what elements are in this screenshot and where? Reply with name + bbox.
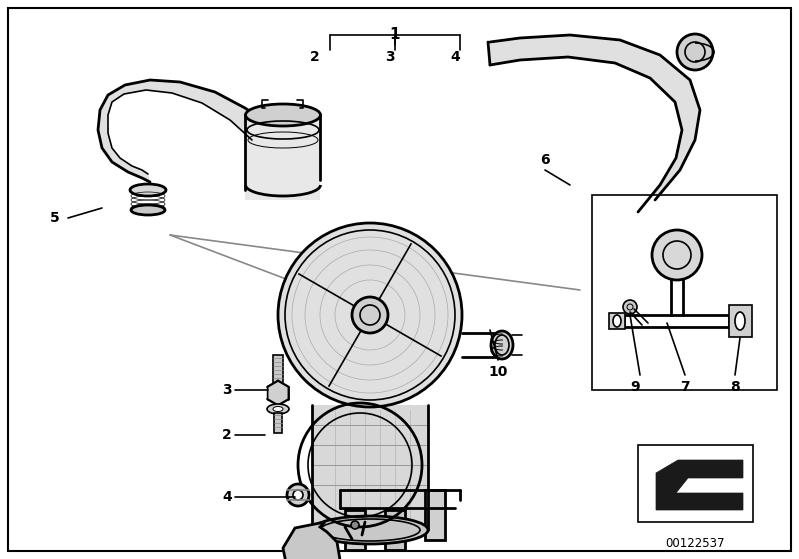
Polygon shape (729, 305, 752, 337)
Polygon shape (98, 80, 270, 182)
Ellipse shape (613, 315, 621, 327)
Ellipse shape (267, 404, 289, 414)
Text: 10: 10 (488, 365, 507, 379)
Polygon shape (273, 355, 283, 385)
Text: 6: 6 (540, 153, 550, 167)
Ellipse shape (312, 516, 428, 544)
Circle shape (677, 34, 713, 70)
Ellipse shape (273, 406, 283, 411)
Text: 8: 8 (730, 380, 740, 394)
Polygon shape (385, 510, 405, 550)
Ellipse shape (491, 331, 513, 359)
Polygon shape (345, 510, 365, 550)
Text: 4: 4 (450, 50, 460, 64)
Ellipse shape (130, 184, 166, 196)
Text: 5: 5 (50, 211, 60, 225)
Polygon shape (490, 35, 700, 212)
Polygon shape (425, 490, 445, 540)
Text: 9: 9 (630, 380, 640, 394)
Text: 2: 2 (222, 428, 232, 442)
Polygon shape (656, 460, 743, 510)
Circle shape (623, 300, 637, 314)
Bar (592, 195, 777, 390)
Text: 2: 2 (310, 50, 320, 64)
Ellipse shape (735, 312, 745, 330)
Text: 00122537: 00122537 (666, 537, 725, 550)
Text: 3: 3 (222, 383, 232, 397)
Ellipse shape (131, 205, 165, 215)
Text: 7: 7 (680, 380, 690, 394)
Polygon shape (245, 115, 320, 200)
Circle shape (287, 484, 309, 506)
Polygon shape (274, 413, 282, 433)
Ellipse shape (245, 104, 320, 126)
Text: 1: 1 (390, 27, 400, 42)
Circle shape (278, 223, 462, 407)
Circle shape (351, 521, 359, 529)
Circle shape (293, 490, 303, 500)
Polygon shape (283, 522, 340, 559)
Bar (638, 445, 753, 522)
Polygon shape (268, 381, 288, 405)
Text: 3: 3 (385, 50, 395, 64)
Polygon shape (312, 405, 428, 530)
Text: 4: 4 (222, 490, 232, 504)
Circle shape (652, 230, 702, 280)
Polygon shape (609, 313, 625, 329)
Circle shape (352, 297, 388, 333)
